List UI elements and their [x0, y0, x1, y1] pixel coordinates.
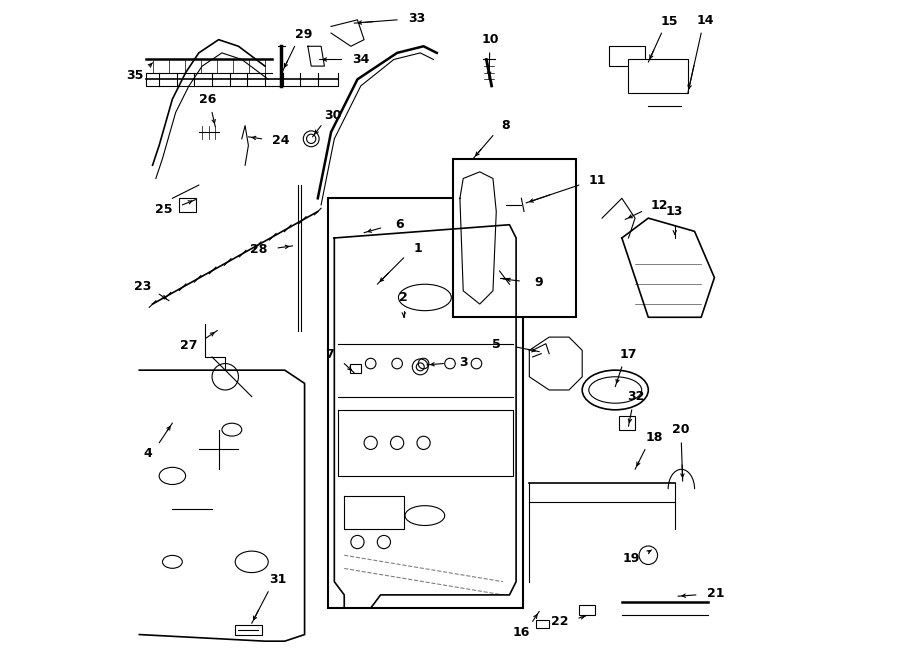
Text: 34: 34 [352, 53, 370, 66]
Bar [235, 625, 262, 635]
Bar [328, 198, 523, 608]
Bar [628, 59, 688, 93]
Text: 6: 6 [395, 218, 404, 231]
Text: 27: 27 [180, 339, 198, 352]
Text: 1: 1 [413, 242, 422, 255]
Text: 5: 5 [492, 338, 501, 351]
Text: 16: 16 [513, 626, 530, 639]
Text: 24: 24 [273, 134, 290, 147]
Text: 17: 17 [619, 348, 637, 361]
Text: 23: 23 [134, 280, 151, 293]
Text: 7: 7 [326, 348, 334, 361]
Text: 8: 8 [501, 119, 510, 132]
Bar [179, 198, 195, 212]
Text: 11: 11 [589, 175, 607, 187]
Text: 31: 31 [269, 573, 286, 586]
Text: 3: 3 [459, 356, 467, 369]
Text: 13: 13 [666, 205, 683, 218]
Text: 15: 15 [661, 15, 679, 28]
Bar [454, 159, 576, 317]
Text: 25: 25 [155, 204, 173, 216]
Bar [608, 46, 645, 66]
Text: 19: 19 [623, 552, 640, 565]
Text: 20: 20 [672, 423, 689, 436]
Bar [618, 416, 635, 430]
Text: 18: 18 [645, 431, 662, 444]
Text: 30: 30 [325, 108, 342, 122]
Text: 28: 28 [250, 243, 267, 256]
Bar [536, 620, 549, 628]
Text: 21: 21 [706, 588, 724, 600]
Text: 10: 10 [482, 33, 499, 46]
Text: 22: 22 [551, 615, 569, 629]
Bar [349, 364, 362, 373]
Text: 26: 26 [199, 93, 216, 106]
Text: 35: 35 [127, 69, 144, 82]
Text: 29: 29 [294, 28, 312, 41]
Text: 32: 32 [627, 391, 644, 403]
Text: 4: 4 [144, 447, 152, 460]
Text: 2: 2 [400, 291, 408, 304]
Text: 14: 14 [697, 14, 715, 26]
Text: 9: 9 [535, 276, 544, 289]
Bar [579, 605, 596, 615]
Text: 33: 33 [409, 13, 426, 25]
Text: 12: 12 [651, 200, 669, 212]
